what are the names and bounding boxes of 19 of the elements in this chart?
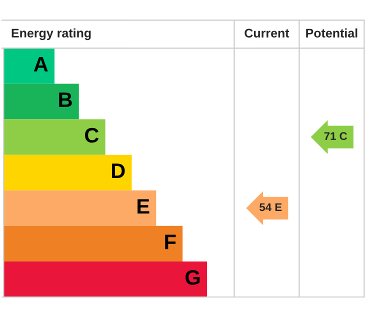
bar bbox=[4, 226, 183, 262]
bar bbox=[4, 261, 207, 298]
bar bbox=[4, 48, 54, 84]
chart-title: Energy rating bbox=[12, 28, 91, 40]
text: Potential bbox=[306, 28, 358, 38]
y-tick-label: A bbox=[34, 57, 48, 72]
bar bbox=[4, 190, 156, 226]
bar bbox=[4, 119, 106, 155]
bar bbox=[4, 84, 79, 120]
y-tick-label: G bbox=[186, 270, 200, 285]
text: 54 E bbox=[260, 203, 282, 212]
text: 71 C bbox=[324, 132, 348, 140]
y-tick-label: D bbox=[112, 164, 125, 178]
y-tick-label: B bbox=[59, 92, 72, 107]
y-tick-label: C bbox=[85, 128, 99, 143]
bar bbox=[4, 154, 132, 190]
y-tick-label: F bbox=[165, 234, 176, 250]
text: Current bbox=[244, 28, 290, 38]
y-tick-label: E bbox=[138, 199, 150, 214]
